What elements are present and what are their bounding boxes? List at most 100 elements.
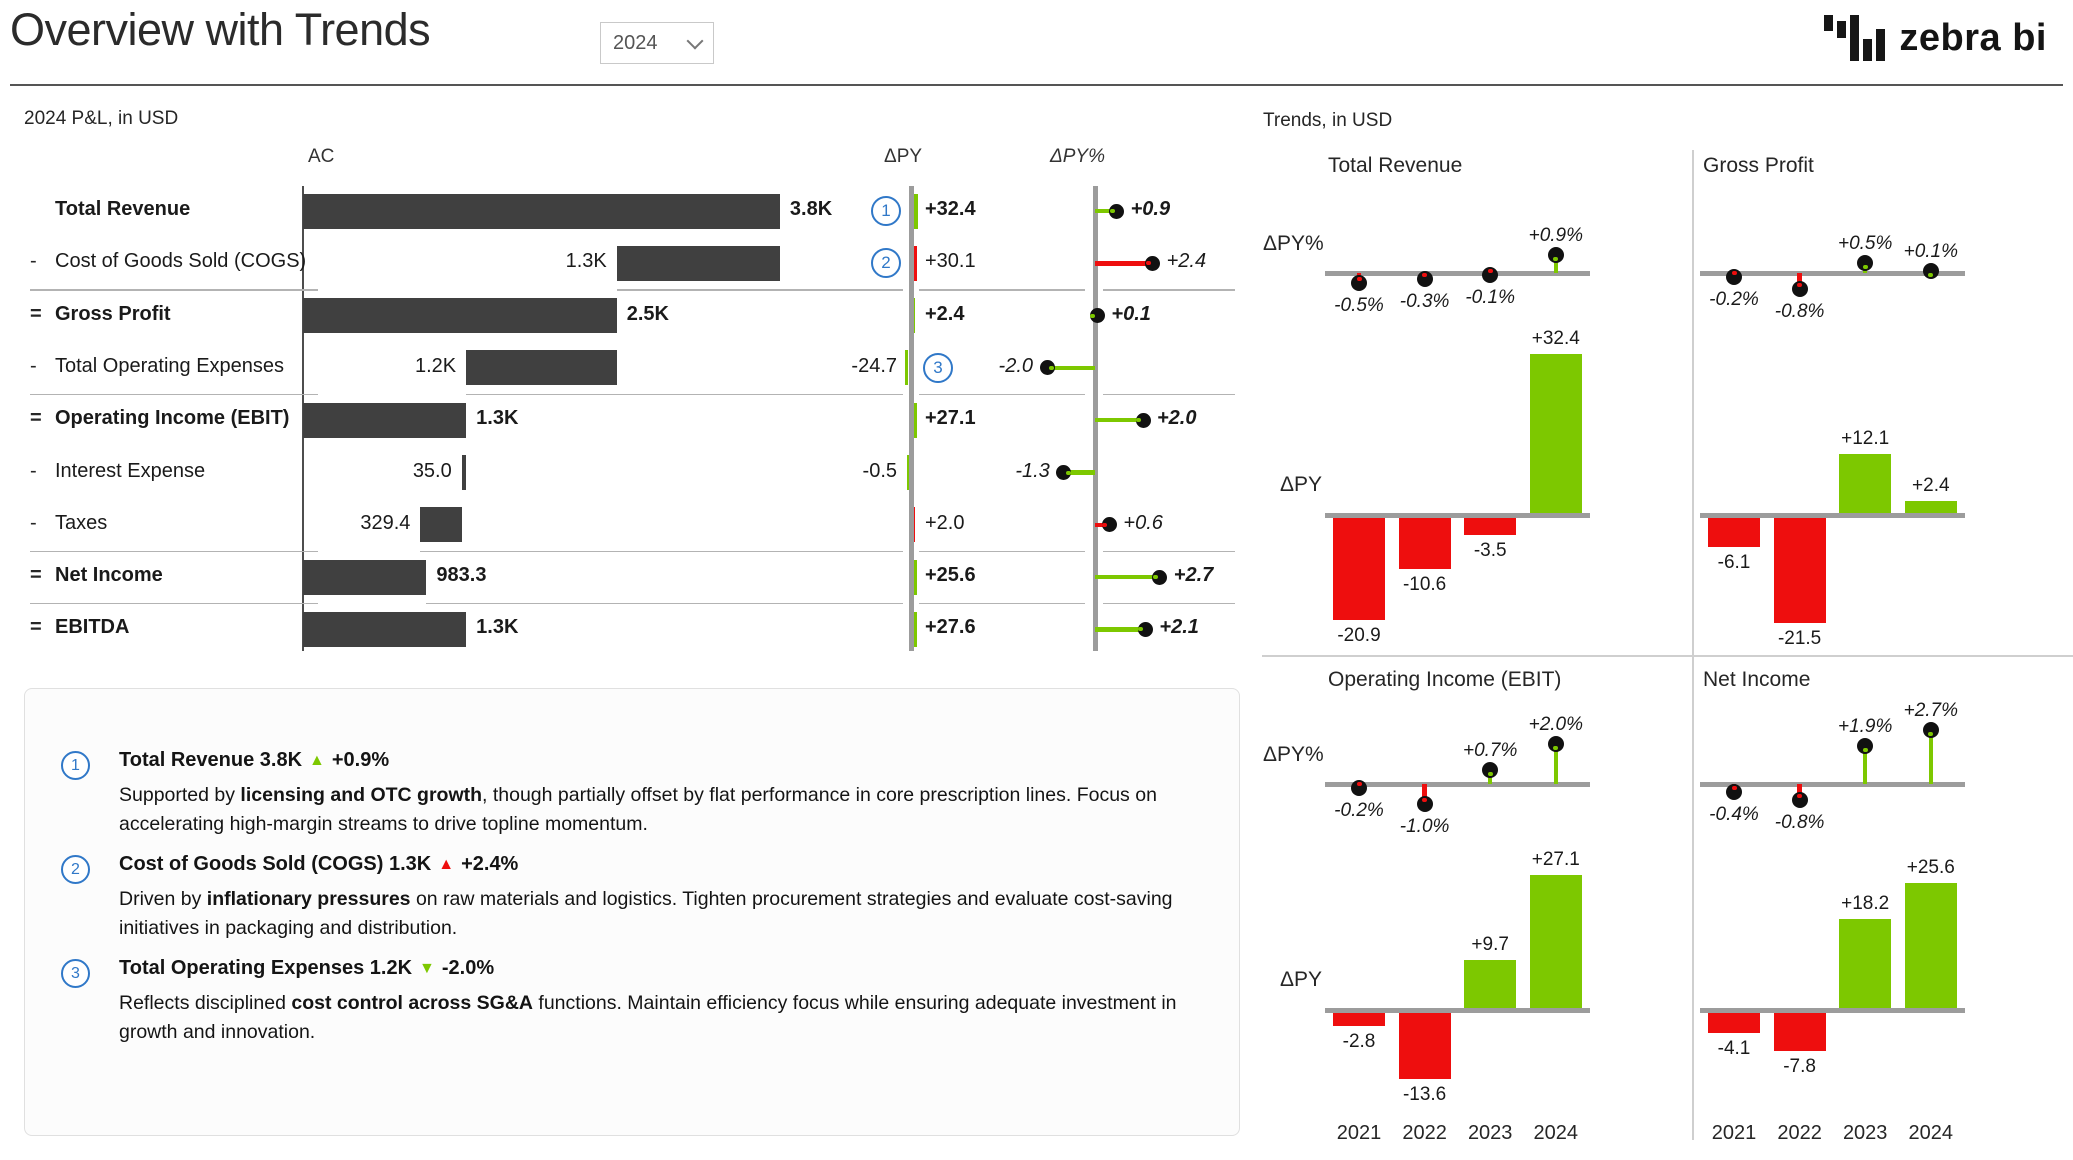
trend-bar-axis-line xyxy=(1325,1007,1590,1013)
trend-pct-value-label: +2.0% xyxy=(1528,714,1583,735)
row-separator xyxy=(426,602,903,605)
dpy-pct-dot[interactable] xyxy=(1137,621,1153,637)
ac-bar[interactable] xyxy=(303,402,467,438)
trend-bar[interactable] xyxy=(1333,517,1385,620)
trend-pct-dot[interactable] xyxy=(1351,275,1367,291)
trend-pct-dot[interactable] xyxy=(1791,281,1808,297)
trend-bar[interactable] xyxy=(1464,960,1517,1008)
dpy-bar[interactable] xyxy=(913,559,917,595)
trend-pct-dot[interactable] xyxy=(1922,722,1939,738)
trend-pct-dot[interactable] xyxy=(1416,271,1433,287)
trend-bar[interactable] xyxy=(1529,354,1582,513)
trend-pct-value-label: -0.2% xyxy=(1709,289,1759,310)
trend-bar[interactable] xyxy=(1839,453,1892,513)
row-label: EBITDA xyxy=(55,616,130,639)
row-prefix: - xyxy=(30,354,37,377)
trend-bar[interactable] xyxy=(1398,1012,1451,1080)
comment-marker[interactable]: 2 xyxy=(871,248,901,279)
dpy-pct-dot[interactable] xyxy=(1039,360,1055,376)
trend-pct-dot[interactable] xyxy=(1726,784,1742,800)
trend-pct-dot[interactable] xyxy=(1547,736,1564,752)
dpy-bar[interactable] xyxy=(913,402,917,438)
row-separator xyxy=(616,289,903,291)
dpy-pct-value-label: +0.1 xyxy=(1111,302,1151,325)
ac-bar[interactable] xyxy=(420,507,462,543)
trend-pct-dot-fleck xyxy=(1928,732,1934,736)
trend-pct-dot[interactable] xyxy=(1482,762,1499,778)
trend-bar[interactable] xyxy=(1773,1012,1826,1051)
trend-pct-value-label: -0.3% xyxy=(1399,291,1450,312)
trend-pct-dot-fleck xyxy=(1731,786,1737,790)
dpy-bar[interactable] xyxy=(913,507,915,543)
trend-bar[interactable] xyxy=(1708,1012,1760,1033)
trend-bar[interactable] xyxy=(1464,517,1517,535)
dpy-value-label: +30.1 xyxy=(925,250,976,273)
trend-bar[interactable] xyxy=(1773,517,1826,623)
row-separator xyxy=(919,393,1085,396)
dpy-pct-dot[interactable] xyxy=(1152,569,1168,585)
ac-bar[interactable] xyxy=(461,455,467,490)
trend-pct-value-label: +0.5% xyxy=(1837,233,1893,254)
dpy-pct-stem xyxy=(1095,261,1153,266)
trend-pct-dot[interactable] xyxy=(1922,263,1939,279)
dpy-pct-dot[interactable] xyxy=(1145,255,1161,271)
row-separator xyxy=(919,550,1085,553)
trend-pct-stem xyxy=(1862,746,1868,784)
ac-bar[interactable] xyxy=(616,245,780,281)
trend-bar-value-label: +2.4 xyxy=(1912,475,1950,497)
trend-bar-axis-line xyxy=(1700,1007,1965,1013)
dpy-pct-dot[interactable] xyxy=(1089,308,1105,324)
trend-bar[interactable] xyxy=(1708,517,1760,548)
trend-bar-value-label: +27.1 xyxy=(1531,849,1580,871)
comment-title: Total Revenue 3.8K ▲ +0.9% xyxy=(119,749,390,771)
trend-bar-axis-line xyxy=(1700,512,1965,518)
dpy-axis-line xyxy=(908,186,914,651)
year-axis-label: 2023 xyxy=(1467,1122,1513,1144)
ac-bar[interactable] xyxy=(466,350,617,386)
dpy-bar[interactable] xyxy=(905,350,909,386)
trend-bar[interactable] xyxy=(1333,1012,1385,1027)
trend-pct-dot[interactable] xyxy=(1857,255,1874,271)
year-filter-dropdown[interactable]: 2024 xyxy=(600,22,714,64)
dpy-pct-dot[interactable] xyxy=(1135,412,1151,428)
dpy-pct-dot[interactable] xyxy=(1056,465,1072,480)
comment-description: Supported by licensing and OTC growth, t… xyxy=(119,784,1157,835)
trend-pct-dot[interactable] xyxy=(1857,738,1874,754)
trend-pct-dot[interactable] xyxy=(1482,267,1499,283)
ac-value-label: 2.5K xyxy=(626,302,669,325)
ac-bar[interactable] xyxy=(303,611,467,647)
dpy-bar[interactable] xyxy=(913,245,918,281)
ac-bar[interactable] xyxy=(303,559,427,595)
column-header-dpy: ΔPY xyxy=(884,146,923,167)
trend-pct-dot[interactable] xyxy=(1416,796,1433,812)
dpy-bar[interactable] xyxy=(907,455,909,490)
dpy-value-label: +32.4 xyxy=(925,198,976,220)
row-prefix: = xyxy=(30,302,42,325)
trend-bar[interactable] xyxy=(1839,918,1892,1008)
comment-number-circle: 3 xyxy=(61,959,90,988)
dpy-bar[interactable] xyxy=(913,298,915,334)
trend-bar[interactable] xyxy=(1904,501,1957,513)
trend-bar[interactable] xyxy=(1904,882,1957,1008)
dpy-bar[interactable] xyxy=(913,611,917,647)
trend-pct-dot[interactable] xyxy=(1547,247,1564,263)
trend-bar-value-label: +12.1 xyxy=(1841,427,1890,449)
trend-panel-title: Total Revenue xyxy=(1328,154,1463,177)
trends-horizontal-divider xyxy=(1262,655,2073,657)
trend-pct-dot[interactable] xyxy=(1351,780,1367,796)
trend-pct-dot-fleck xyxy=(1862,265,1868,269)
dpy-bar[interactable] xyxy=(913,193,918,229)
dpy-pct-dot[interactable] xyxy=(1109,203,1125,219)
ac-bar[interactable] xyxy=(303,298,617,334)
year-axis-label: 2021 xyxy=(1711,1122,1757,1144)
dpy-pct-dot[interactable] xyxy=(1101,517,1117,533)
comment-marker[interactable]: 1 xyxy=(871,196,901,226)
trend-pct-dot[interactable] xyxy=(1726,269,1742,285)
ac-bar[interactable] xyxy=(303,193,780,229)
comment-content: Total Revenue 3.8K ▲ +0.9% Supported by lic… xyxy=(119,749,1219,839)
trend-bar[interactable] xyxy=(1398,517,1451,570)
comment-marker[interactable]: 3 xyxy=(923,352,953,383)
dpy-pct-stem xyxy=(1047,365,1095,371)
trend-bar[interactable] xyxy=(1529,875,1582,1008)
trend-pct-dot[interactable] xyxy=(1791,792,1808,808)
